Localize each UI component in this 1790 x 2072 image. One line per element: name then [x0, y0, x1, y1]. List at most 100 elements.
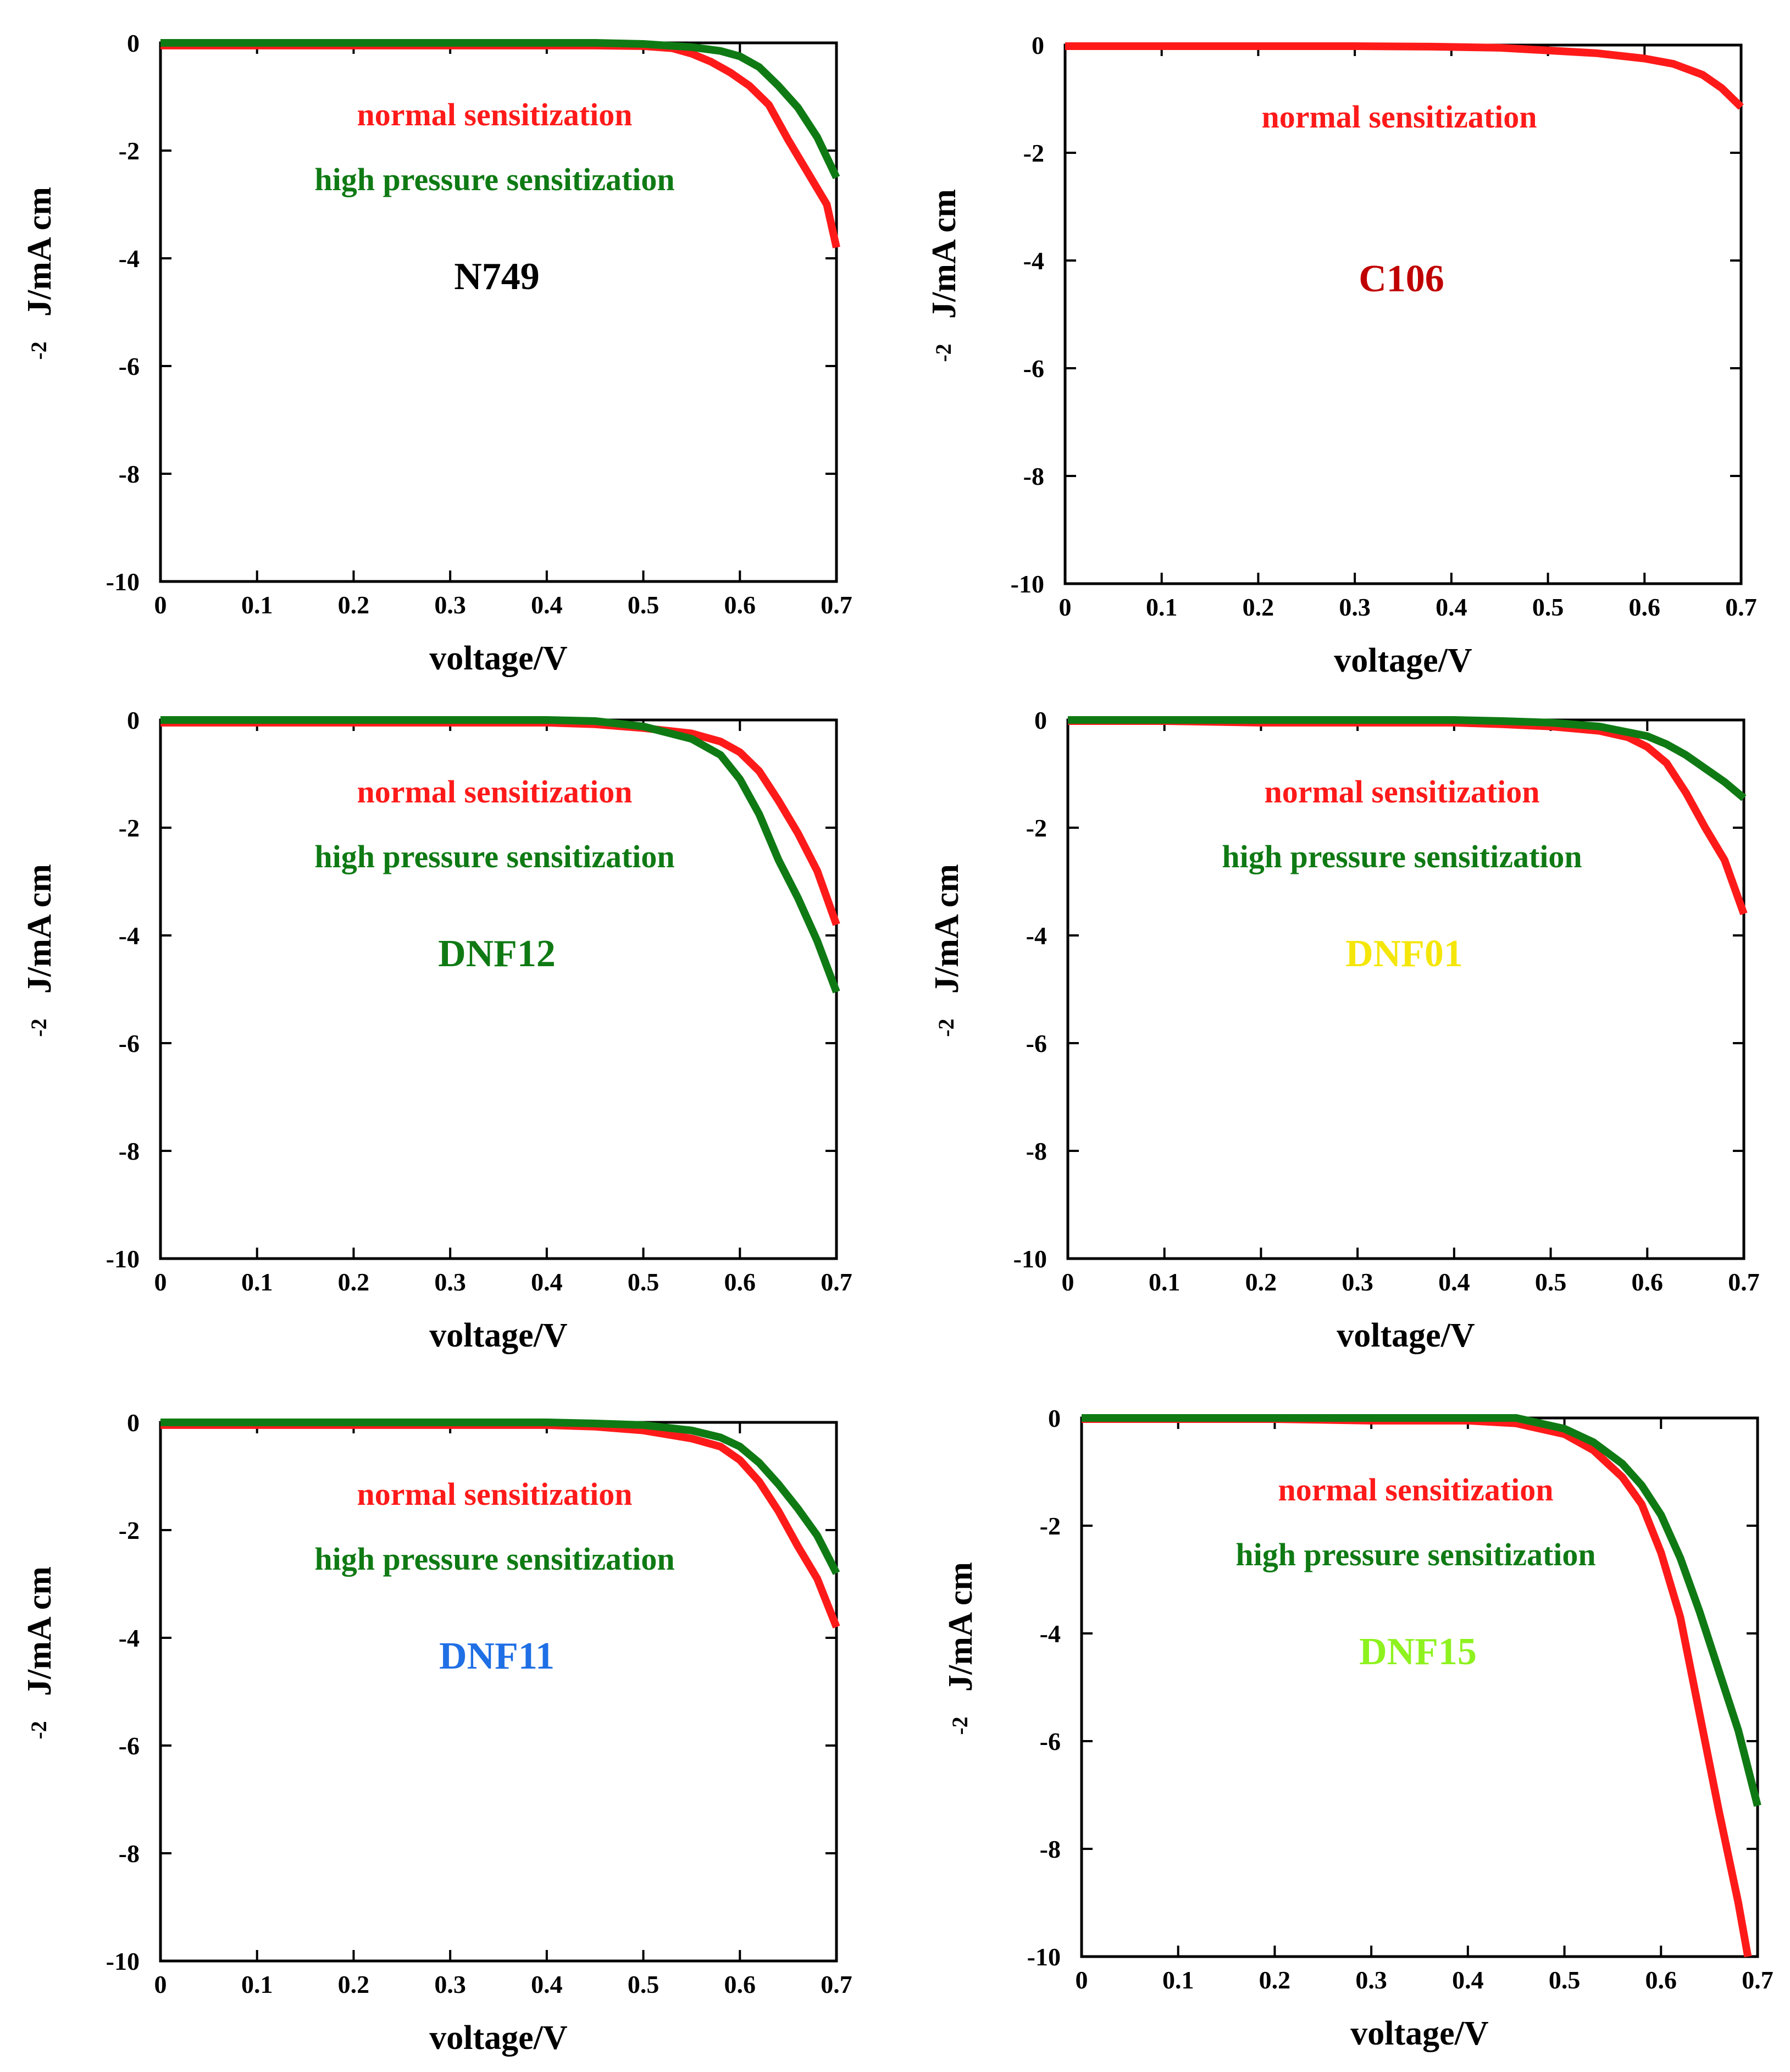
legend-label-high-pressure: high pressure sensitization	[314, 1541, 674, 1577]
legend-label-normal: normal sensitization	[1264, 774, 1539, 810]
dye-label: DNF01	[1345, 933, 1463, 975]
y-axis-title-superscript: -2	[934, 1018, 958, 1037]
y-tick-label: -4	[1026, 922, 1047, 950]
y-tick-label: -6	[1023, 354, 1044, 383]
x-tick-label: 0.3	[434, 1268, 466, 1296]
chart-panel-3: 0 0.1 0.2 0.3 0.4 0.5 0.6 0.7 0 -2 -4 -6 -8 -10 voltag…	[928, 706, 1760, 1354]
dye-label: N749	[454, 256, 540, 298]
legend-label-normal: normal sensitization	[357, 774, 632, 810]
x-tick-label: 0	[1076, 1966, 1088, 1994]
chart-panel-4: 0 0.1 0.2 0.3 0.4 0.5 0.6 0.7 0 -2 -4 -6 -8 -10 voltag…	[21, 1409, 852, 2057]
x-tick-label: 0.4	[531, 1970, 563, 1998]
y-tick-label: -10	[106, 1947, 140, 1975]
y-tick-label: -6	[119, 1732, 140, 1760]
x-tick-label: 0	[154, 1268, 167, 1296]
x-axis-title: voltage/V	[1337, 1317, 1475, 1354]
legend-label-normal: normal sensitization	[357, 1476, 632, 1512]
series-line-normal	[160, 41, 840, 248]
y-tick-label: -10	[106, 568, 140, 596]
x-tick-label: 0.7	[821, 1268, 852, 1296]
y-tick-label: 0	[1034, 706, 1047, 734]
x-tick-label: 0.3	[434, 1970, 466, 1998]
x-tick-label: 0.6	[724, 1970, 756, 1998]
x-tick-label: 0.2	[338, 591, 370, 619]
legend-label-normal: normal sensitization	[1278, 1472, 1553, 1508]
y-tick-label: -10	[1011, 570, 1044, 598]
legend-label-normal: normal sensitization	[357, 97, 632, 132]
x-tick-label: 0.4	[531, 591, 563, 619]
x-tick-label: 0.1	[241, 1970, 273, 1998]
x-tick-label: 0	[154, 591, 167, 619]
x-axis-title: voltage/V	[429, 1317, 568, 1354]
x-tick-label: 0.5	[1532, 593, 1564, 621]
dye-label: C106	[1359, 258, 1444, 300]
y-tick-label: -6	[119, 1029, 140, 1057]
y-tick-label: -8	[1026, 1137, 1047, 1165]
x-tick-label: 0.4	[1436, 593, 1467, 621]
y-tick-label: -2	[119, 1516, 140, 1544]
x-tick-label: 0.5	[1549, 1966, 1581, 1994]
y-tick-label: -4	[1023, 247, 1044, 275]
series-line-high-pressure	[160, 716, 840, 994]
chart-panel-1: 0 0.1 0.2 0.3 0.4 0.5 0.6 0.7 0 -2 -4 -6 -8 -10 voltag…	[926, 31, 1757, 679]
y-axis-title: J/mA cm	[928, 864, 966, 994]
x-tick-label: 0.5	[628, 591, 660, 619]
y-tick-label: -8	[119, 1840, 140, 1868]
y-tick-label: -2	[1040, 1512, 1061, 1540]
y-tick-label: -6	[1040, 1727, 1061, 1755]
series-line-high-pressure	[160, 1419, 840, 1575]
y-tick-label: -10	[1027, 1943, 1061, 1971]
series-line-high-pressure	[1068, 716, 1747, 801]
dye-label: DNF12	[438, 933, 556, 975]
x-tick-label: 0.4	[1438, 1268, 1470, 1296]
x-tick-label: 0.1	[241, 1268, 273, 1296]
y-axis-title-superscript: -2	[947, 1716, 972, 1735]
y-tick-label: 0	[127, 29, 140, 57]
y-tick-label: -6	[119, 352, 140, 380]
x-tick-label: 0	[1062, 1268, 1074, 1296]
y-axis-title-superscript: -2	[931, 344, 956, 362]
series-line-normal	[1065, 42, 1744, 110]
series-line-normal	[160, 1421, 840, 1628]
series-line-normal	[160, 718, 840, 926]
y-tick-label: 0	[1032, 31, 1044, 59]
y-tick-label: -4	[119, 245, 140, 273]
y-axis-title: J/mA cm	[21, 1566, 58, 1696]
x-tick-label: 0.7	[821, 591, 852, 619]
x-tick-label: 0.5	[628, 1970, 660, 1998]
y-tick-label: -8	[119, 1137, 140, 1165]
x-tick-label: 0.1	[1146, 593, 1178, 621]
y-tick-label: -6	[1026, 1029, 1047, 1057]
y-axis-title-superscript: -2	[26, 341, 51, 359]
x-axis-title: voltage/V	[1334, 642, 1472, 679]
legend-label-high-pressure: high pressure sensitization	[314, 162, 674, 197]
y-tick-label: -8	[119, 460, 140, 488]
legend-label-high-pressure: high pressure sensitization	[1235, 1537, 1595, 1572]
x-tick-label: 0.2	[1243, 593, 1274, 621]
x-tick-label: 0.6	[724, 1268, 756, 1296]
x-tick-label: 0	[1059, 593, 1072, 621]
y-axis-title-superscript: -2	[26, 1721, 51, 1739]
y-tick-label: -10	[106, 1245, 140, 1273]
x-tick-label: 0.6	[724, 591, 756, 619]
x-tick-label: 0.3	[1339, 593, 1371, 621]
y-tick-label: -4	[119, 1624, 140, 1652]
y-tick-label: -2	[1023, 139, 1044, 167]
y-axis-title: J/mA cm	[942, 1562, 979, 1692]
y-tick-label: -4	[1040, 1620, 1061, 1648]
x-tick-label: 0.6	[1629, 593, 1661, 621]
x-tick-label: 0.4	[1452, 1966, 1484, 1994]
y-tick-label: -2	[119, 137, 140, 165]
x-tick-label: 0.6	[1632, 1268, 1664, 1296]
x-tick-label: 0.6	[1645, 1966, 1677, 1994]
x-tick-label: 0.5	[1535, 1268, 1567, 1296]
x-tick-label: 0.2	[338, 1268, 370, 1296]
legend-label-normal: normal sensitization	[1261, 99, 1537, 135]
series-line-high-pressure	[1082, 1414, 1761, 1807]
x-tick-label: 0.3	[1342, 1268, 1373, 1296]
x-tick-label: 0.2	[1259, 1966, 1291, 1994]
chart-panel-0: 0 0.1 0.2 0.3 0.4 0.5 0.6 0.7 0 -2 -4 -6 -8 -10 voltag…	[21, 29, 852, 677]
y-tick-label: -8	[1040, 1835, 1061, 1863]
y-tick-label: -10	[1013, 1245, 1047, 1273]
y-tick-label: -2	[119, 814, 140, 842]
